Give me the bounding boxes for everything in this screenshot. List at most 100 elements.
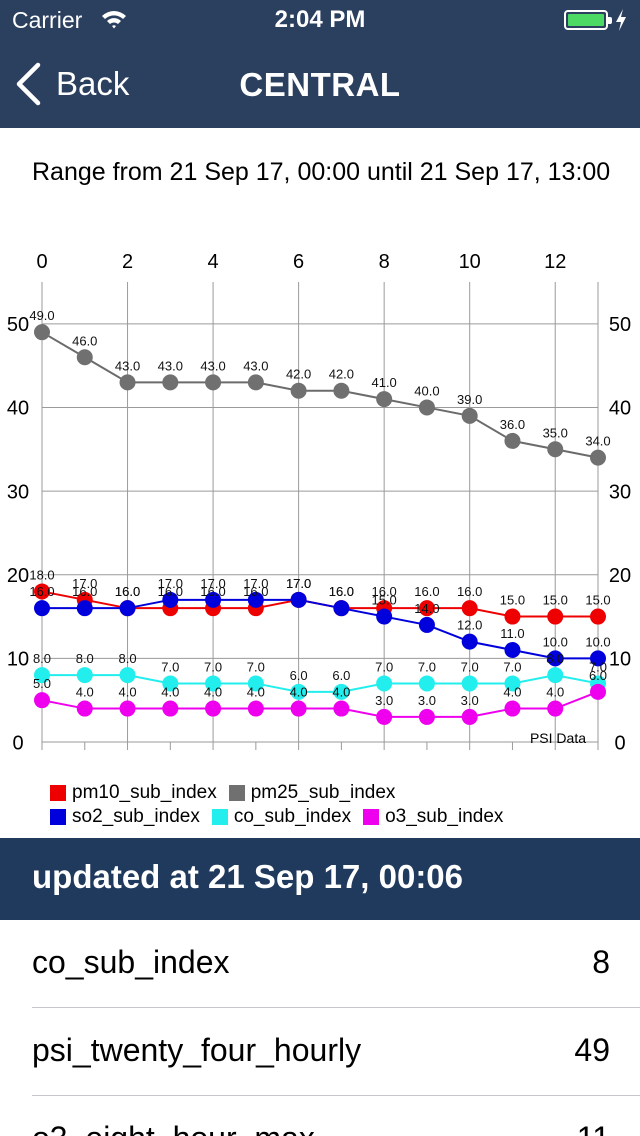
y-tick-label-left: 0 (12, 732, 23, 754)
data-label-co_sub_index: 7.0 (461, 659, 479, 674)
data-point-so2_sub_index (376, 608, 393, 625)
x-tick-label: 0 (36, 251, 47, 273)
data-point-co_sub_index (290, 683, 307, 700)
data-label-o3_sub_index: 4.0 (332, 685, 350, 700)
data-label-co_sub_index: 7.0 (375, 659, 393, 674)
legend-swatch (50, 785, 66, 801)
data-label-o3_sub_index: 4.0 (546, 685, 564, 700)
back-button[interactable]: Back (14, 62, 129, 106)
section-header: updated at 21 Sep 17, 00:06 (0, 838, 640, 920)
data-label-co_sub_index: 7.0 (247, 659, 265, 674)
status-time: 2:04 PM (274, 6, 366, 33)
list-item[interactable]: co_sub_index 8 (32, 920, 640, 1008)
list-item[interactable]: o3_eight_hour_max 11 (32, 1096, 640, 1136)
chart-description: PSI Data (530, 730, 586, 746)
x-tick-label: 4 (208, 251, 219, 273)
data-point-o3_sub_index (205, 700, 222, 717)
data-point-co_sub_index (333, 683, 350, 700)
data-label-co_sub_index: 7.0 (418, 659, 436, 674)
data-label-o3_sub_index: 4.0 (247, 685, 265, 700)
list-item[interactable]: psi_twenty_four_hourly 49 (32, 1008, 640, 1096)
data-label-pm25_sub_index: 40.0 (414, 383, 439, 398)
data-label-so2_sub_index: 15.0 (371, 593, 396, 608)
data-point-pm10_sub_index (461, 600, 478, 617)
data-label-co_sub_index: 6.0 (290, 668, 308, 683)
data-point-o3_sub_index (461, 708, 478, 725)
legend-swatch (228, 785, 245, 801)
y-tick-label-right: 0 (614, 732, 625, 754)
data-point-pm25_sub_index (547, 441, 564, 458)
data-label-pm10_sub_index: 16.0 (457, 584, 482, 599)
data-label-o3_sub_index: 3.0 (461, 693, 479, 708)
data-label-pm10_sub_index: 16.0 (371, 584, 396, 599)
range-text: Range from 21 Sep 17, 00:00 until 21 Sep… (32, 158, 611, 186)
data-label-so2_sub_index: 16.0 (329, 584, 354, 599)
data-label-o3_sub_index: 4.0 (503, 685, 521, 700)
y-tick-label-right: 20 (609, 565, 631, 587)
reading-label: co_sub_index (32, 944, 230, 980)
data-point-pm10_sub_index (590, 608, 606, 625)
data-label-o3_sub_index: 4.0 (161, 685, 179, 700)
data-point-pm25_sub_index (376, 391, 393, 408)
data-point-so2_sub_index (119, 600, 136, 617)
data-point-pm25_sub_index (461, 407, 478, 424)
data-point-pm10_sub_index (34, 583, 50, 600)
legend-label: co_sub_index (233, 806, 352, 827)
data-label-pm10_sub_index: 16.0 (329, 584, 354, 599)
data-label-so2_sub_index: 17.0 (243, 576, 268, 591)
data-point-co_sub_index (461, 675, 478, 692)
legend-label: so2_sub_index (72, 806, 200, 827)
wifi-icon (102, 11, 126, 29)
data-point-so2_sub_index (461, 633, 478, 650)
data-label-pm10_sub_index: 18.0 (29, 567, 54, 582)
charging-icon (616, 9, 626, 31)
data-label-so2_sub_index: 16.0 (115, 584, 140, 599)
data-point-so2_sub_index (418, 616, 435, 633)
nav-bar: Back CENTRAL (0, 40, 640, 128)
x-tick-label: 8 (379, 251, 390, 273)
chevron-left-icon (16, 62, 41, 106)
data-label-pm10_sub_index: 16.0 (158, 584, 183, 599)
data-label-so2_sub_index: 14.0 (414, 601, 439, 616)
y-tick-label-left: 50 (7, 314, 29, 336)
data-point-pm25_sub_index (119, 374, 136, 391)
data-label-o3_sub_index: 3.0 (418, 693, 436, 708)
reading-label: psi_twenty_four_hourly (32, 1032, 362, 1068)
data-label-pm25_sub_index: 42.0 (286, 367, 311, 382)
page-title: CENTRAL (239, 66, 401, 103)
data-label-so2_sub_index: 17.0 (286, 576, 311, 591)
data-label-so2_sub_index: 12.0 (457, 618, 482, 633)
data-label-o3_sub_index: 4.0 (118, 685, 136, 700)
legend-item-o3: o3_sub_index (363, 805, 503, 829)
data-point-so2_sub_index (504, 642, 521, 658)
y-tick-label-right: 40 (609, 398, 631, 420)
data-label-pm10_sub_index: 16.0 (414, 584, 439, 599)
data-label-pm25_sub_index: 46.0 (72, 333, 97, 348)
data-label-co_sub_index: 6.0 (332, 668, 350, 683)
reading-label: o3_eight_hour_max (32, 1120, 315, 1136)
data-point-co_sub_index (205, 675, 222, 692)
data-label-co_sub_index: 7.0 (503, 659, 521, 674)
navigation-header: Carrier 2:04 PM Back CENTRAL (0, 0, 640, 128)
x-tick-label: 12 (544, 251, 566, 273)
data-label-so2_sub_index: 10.0 (585, 634, 610, 649)
data-point-co_sub_index (547, 667, 564, 684)
y-tick-label-left: 30 (7, 481, 29, 503)
data-point-o3_sub_index (418, 708, 435, 725)
data-point-pm25_sub_index (290, 382, 307, 399)
data-label-pm25_sub_index: 49.0 (29, 308, 54, 323)
data-label-pm25_sub_index: 35.0 (543, 425, 568, 440)
battery-icon (564, 10, 612, 30)
data-point-so2_sub_index (333, 600, 350, 617)
data-point-so2_sub_index (590, 650, 606, 667)
data-point-o3_sub_index (590, 683, 606, 700)
data-label-pm10_sub_index: 17.0 (72, 576, 97, 591)
data-point-pm25_sub_index (205, 374, 222, 391)
readings-list: co_sub_index 8 psi_twenty_four_hourly 49… (0, 920, 640, 1136)
data-label-co_sub_index: 8.0 (33, 651, 51, 666)
data-point-pm25_sub_index (76, 349, 93, 366)
data-label-so2_sub_index: 10.0 (543, 634, 568, 649)
psi-line-chart[interactable]: 49.046.043.0 43.0 43.0 43.042.0 42.041.040.0… (0, 246, 640, 760)
data-point-pm25_sub_index (333, 382, 350, 399)
data-point-o3_sub_index (290, 700, 307, 717)
